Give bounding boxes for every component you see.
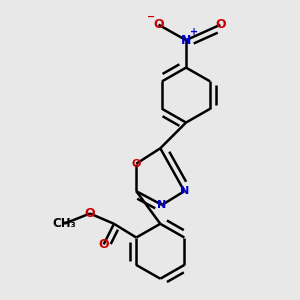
Text: N: N [180, 186, 189, 196]
Text: O: O [215, 18, 226, 31]
Text: O: O [98, 238, 109, 251]
Text: O: O [85, 207, 95, 220]
Text: CH₃: CH₃ [52, 217, 76, 230]
Text: N: N [158, 200, 166, 210]
Text: −: − [147, 12, 155, 22]
Text: O: O [132, 159, 141, 169]
Text: O: O [153, 18, 164, 31]
Text: N: N [181, 34, 191, 47]
Text: +: + [190, 27, 198, 37]
